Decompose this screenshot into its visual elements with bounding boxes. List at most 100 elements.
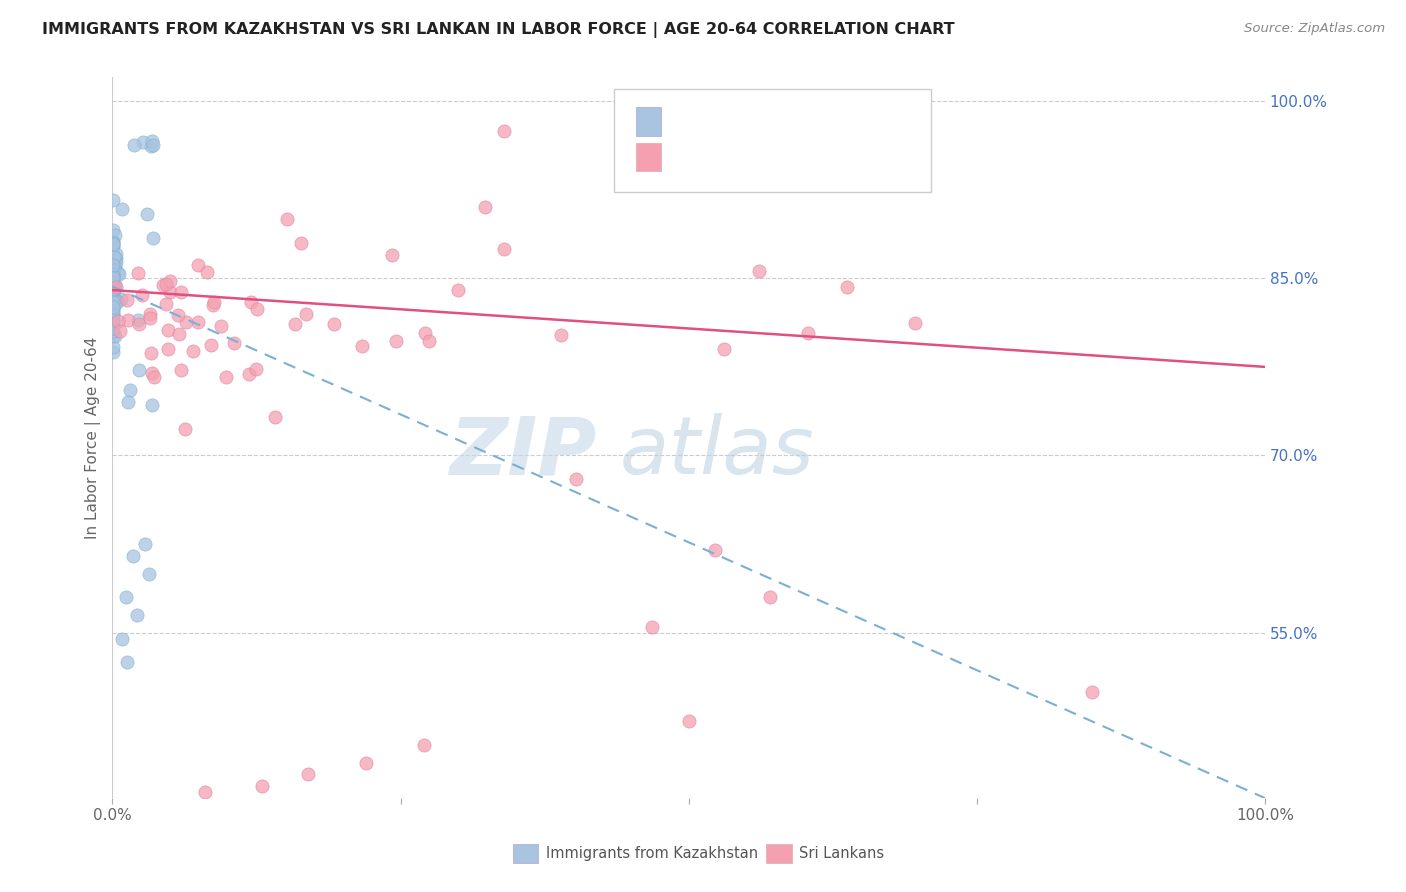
Point	[748, 263, 770, 277]
Point	[142, 230, 165, 244]
Point	[352, 339, 374, 353]
Point	[141, 367, 163, 381]
Point	[166, 308, 188, 322]
Point	[101, 263, 124, 277]
Point	[187, 315, 209, 329]
Point	[101, 345, 124, 359]
Point	[322, 317, 344, 331]
Point	[103, 293, 125, 307]
Point	[412, 738, 434, 752]
Point	[101, 262, 124, 277]
Text: N =: N =	[801, 150, 838, 164]
Point	[200, 337, 222, 351]
Point	[117, 395, 139, 409]
Point	[215, 370, 238, 384]
Point	[101, 278, 124, 293]
Point	[101, 277, 124, 291]
Text: R =: R =	[669, 114, 704, 128]
Point	[156, 323, 179, 337]
Point	[111, 202, 134, 216]
Point	[105, 295, 128, 310]
Point	[103, 290, 125, 304]
Point	[101, 317, 124, 331]
Point	[101, 235, 124, 250]
Point	[104, 251, 127, 265]
Point	[101, 289, 124, 303]
Point	[101, 248, 124, 262]
Point	[138, 566, 160, 581]
Point	[142, 138, 165, 153]
Point	[115, 293, 138, 308]
Point	[103, 299, 125, 313]
Point	[143, 369, 166, 384]
Point	[108, 268, 131, 282]
Point	[101, 237, 124, 252]
Point	[131, 288, 153, 302]
Point	[202, 295, 225, 310]
Point	[101, 305, 124, 319]
Point	[170, 363, 193, 377]
Point	[107, 314, 129, 328]
Point	[290, 235, 312, 250]
Point	[101, 253, 124, 268]
Point	[169, 285, 191, 299]
Point	[111, 632, 134, 646]
Point	[101, 314, 124, 328]
Point	[101, 269, 124, 284]
Point	[474, 200, 496, 214]
Point	[141, 138, 163, 153]
Point	[127, 313, 149, 327]
Text: N =: N =	[801, 114, 838, 128]
Point	[101, 270, 124, 285]
Point	[239, 295, 262, 310]
Point	[494, 242, 516, 256]
Point	[174, 315, 197, 329]
Point	[159, 274, 181, 288]
Point	[101, 302, 124, 317]
Point	[101, 268, 124, 282]
Point	[101, 234, 124, 248]
Point	[157, 342, 180, 356]
Point	[201, 298, 224, 312]
Point	[128, 362, 150, 376]
Point	[181, 343, 204, 358]
Point	[155, 297, 177, 311]
Point	[141, 399, 163, 413]
Point	[101, 276, 124, 290]
Point	[103, 307, 125, 321]
Point	[101, 295, 124, 310]
Point	[222, 336, 245, 351]
Point	[101, 300, 124, 314]
Point	[904, 316, 927, 330]
Point	[104, 247, 127, 261]
Point	[797, 326, 820, 341]
Point	[101, 283, 124, 297]
Point	[550, 327, 572, 342]
Text: 72: 72	[844, 150, 866, 164]
Point	[128, 317, 150, 331]
Point	[101, 223, 124, 237]
Point	[101, 258, 124, 272]
Point	[101, 193, 124, 207]
Point	[174, 422, 197, 436]
Point	[101, 268, 124, 283]
Point	[103, 295, 125, 310]
Point	[103, 329, 125, 343]
Point	[101, 324, 124, 338]
Point	[284, 318, 307, 332]
Point	[120, 384, 142, 398]
Point	[354, 756, 377, 770]
Point	[415, 326, 437, 340]
Point	[132, 136, 155, 150]
Point	[141, 134, 163, 148]
Point	[252, 779, 274, 793]
Point	[101, 281, 124, 295]
Text: -0.056: -0.056	[717, 114, 775, 128]
Point	[238, 367, 260, 381]
Point	[104, 260, 127, 274]
Point	[101, 268, 124, 282]
Point	[494, 123, 516, 137]
Point	[103, 264, 125, 278]
Point	[101, 312, 124, 326]
Point	[101, 240, 124, 254]
